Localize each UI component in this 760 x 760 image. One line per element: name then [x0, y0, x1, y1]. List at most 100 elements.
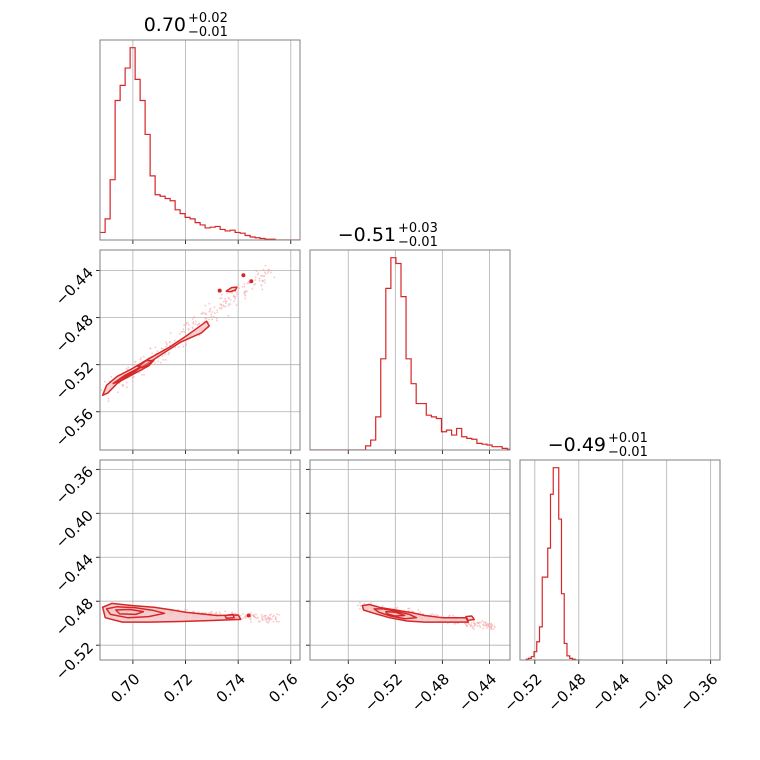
pair-p0-p1-sample	[107, 400, 110, 403]
pair-p1-p2-sample	[482, 624, 484, 626]
pair-p0-p1-sample	[257, 272, 260, 275]
title-upper-p2: +0.01	[608, 431, 648, 446]
pair-p1-p2-sample	[482, 627, 484, 630]
pair-p0-p2-sample	[268, 620, 270, 623]
pair-p0-p1-sample	[228, 303, 230, 305]
pair-p1-p2-contour	[385, 610, 406, 617]
pair-p0-p1-sample	[216, 311, 219, 314]
pair-p0-p1-sample	[182, 345, 185, 348]
pair-p0-p1-sample	[169, 341, 171, 343]
pair-p0-p1-sample	[243, 283, 246, 285]
pair-p0-p1-sample	[165, 343, 168, 346]
pair-p1-p2-sample	[468, 623, 471, 626]
pair-p0-p1-sample	[160, 347, 163, 350]
pair-p1-p2-sample	[433, 614, 436, 616]
pair-p0-p2-sample	[214, 612, 217, 615]
pair-p0-p1-sample	[258, 277, 261, 280]
pair-p0-p1-sample	[192, 321, 195, 324]
pair-p1-p2-sample	[482, 621, 485, 623]
pair-p0-p1-sample	[125, 381, 128, 384]
pair-p0-p1-sample	[236, 291, 239, 294]
xtick-label-p0: 0.72	[160, 670, 196, 706]
pair-p0-p1-sample	[224, 302, 227, 305]
pair-p0-p2-sample	[218, 611, 221, 613]
xtick-label-p2: −0.48	[544, 670, 589, 715]
pair-p0-p1-sample	[209, 307, 212, 310]
pair-p1-p2-sample	[490, 628, 493, 630]
xtick-label-p2: −0.44	[588, 670, 633, 715]
pair-p0-p2-sample	[272, 620, 275, 623]
pair-p0-p1-sample	[126, 386, 128, 389]
histogram-line-p2	[525, 467, 581, 660]
pair-p0-p2-contour	[101, 602, 242, 623]
pair-p1-p2-sample	[419, 611, 422, 613]
pair-p1-p2-sample	[408, 607, 411, 610]
pair-p0-p1-sample	[244, 293, 247, 296]
pair-p0-p2-sample	[255, 617, 258, 620]
pair-p0-p2-sample	[272, 614, 275, 617]
pair-p0-p2-sample	[210, 610, 213, 613]
xtick-label-p1: −0.44	[455, 670, 500, 715]
pair-p0-p1-sample	[125, 367, 128, 370]
pair-p1-p2-sample	[490, 626, 493, 629]
pair-p0-p1-sample	[216, 319, 218, 322]
xtick-label-p0: 0.76	[265, 670, 301, 706]
pair-p0-p1-sample	[180, 331, 183, 333]
pair-p0-p1-sample	[220, 308, 222, 310]
pair-p0-p2-sample	[264, 614, 267, 617]
pair-p0-p1-sample	[210, 315, 213, 318]
pair-p0-p1-sample	[244, 297, 247, 300]
pair-p0-p2-sample	[253, 615, 256, 618]
histogram-panel-p1: −0.51 +0.03−0.01	[309, 221, 511, 454]
pair-p0-p1-sample	[219, 297, 222, 300]
pair-p0-p1-sample	[157, 360, 160, 363]
xtick-label-p1: −0.52	[361, 670, 406, 715]
pair-p0-p2-sample	[250, 612, 253, 614]
pair-p0-p2-sample	[276, 613, 278, 616]
pair-p0-p1-sample	[192, 318, 194, 320]
title-upper-p0: +0.02	[188, 11, 228, 26]
pair-p0-p1-sample	[188, 324, 190, 326]
pair-p0-p1-sample	[226, 292, 228, 295]
pair-p0-p1-sample	[221, 294, 223, 296]
pair-p0-p1-sample	[233, 296, 236, 298]
ytick-label-p2: −0.48	[52, 594, 97, 639]
pair-p1-p2-sample	[478, 621, 480, 624]
pair-p0-p2-sample	[211, 612, 214, 614]
pair-p0-p1-sample	[236, 293, 238, 296]
pair-p0-p1-sample	[264, 271, 266, 274]
pair-p0-p1-sample	[117, 391, 120, 394]
pair-p0-p1-sample	[254, 279, 257, 281]
pair-p0-p1-sample	[131, 376, 134, 379]
pair-p0-p1-sample	[201, 312, 204, 315]
title-upper-p1: +0.03	[398, 221, 438, 236]
pair-p0-p1-sample	[174, 346, 177, 349]
pair-p1-p2-sample	[470, 624, 473, 627]
pair-p1-p2-contour	[465, 615, 475, 622]
pair-p0-p2-sample	[261, 619, 264, 621]
pair-p0-p2-sample	[255, 613, 257, 616]
pair-p0-p1-sample	[227, 304, 230, 307]
pair-p0-p1-sample	[210, 313, 213, 316]
histogram-panel-p0: 0.70 +0.02−0.01	[99, 11, 301, 244]
pair-p0-p2-sample	[257, 616, 259, 619]
pair-p1-p2-sample	[479, 621, 482, 624]
pair-p0-p2-sample	[261, 615, 263, 618]
pair-p1-p2-sample	[407, 607, 410, 610]
pair-p0-p2-sample	[240, 614, 242, 617]
pair-p0-p1-sample	[185, 323, 188, 325]
pair-p0-p2-outlier	[246, 613, 251, 618]
pair-p0-p1-sample	[264, 281, 266, 284]
pair-p0-p2-sample	[224, 610, 227, 613]
pair-p0-p1-sample	[208, 318, 211, 321]
pair-p0-p1-sample	[142, 355, 145, 358]
pair-p0-p2-sample	[268, 617, 271, 619]
pair-p0-p1-sample	[263, 275, 266, 278]
pair-p0-p2-frame	[99, 459, 301, 661]
pair-p0-p1-sample	[141, 373, 143, 376]
pair-p0-p1-sample	[165, 345, 168, 348]
pair-p0-p1-sample	[140, 357, 143, 359]
pair-p1-p2-frame	[309, 459, 511, 661]
pair-p0-p1-sample	[192, 322, 195, 325]
pair-p0-p1-sample	[234, 297, 237, 300]
